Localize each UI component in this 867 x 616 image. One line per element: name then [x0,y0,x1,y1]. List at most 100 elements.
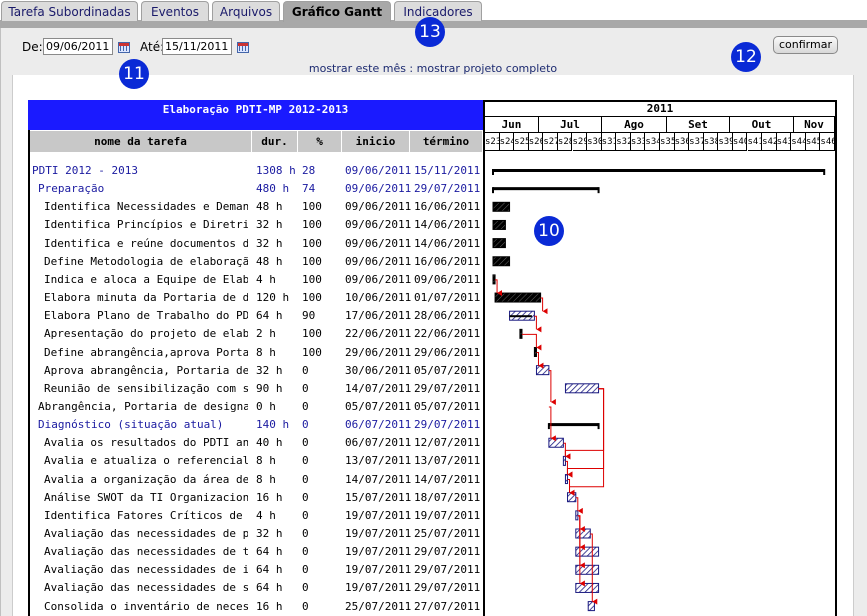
task-bar[interactable] [492,201,511,212]
task-bar[interactable] [587,601,595,612]
week-label: s40 [732,133,748,151]
start-date-input[interactable]: 09/06/2011 [43,38,113,55]
task-end: 13/07/2011 [414,454,481,468]
task-bar[interactable] [494,292,542,303]
task-name[interactable]: Diagnóstico (situação atual) [38,418,224,432]
task-bar[interactable] [519,328,523,339]
task-bar[interactable] [575,564,600,575]
task-end: 25/07/2011 [414,527,481,540]
task-percent: 0 [302,472,309,486]
task-name[interactable]: Elabora minuta da Portaria de de. [44,291,248,305]
task-bar[interactable] [492,274,496,285]
task-name[interactable]: Identifica e reúne documentos de re. [44,236,248,250]
task-start: 29/06/2011 [345,345,411,359]
calendar-icon-start[interactable] [118,42,130,53]
task-duration: 120 h [256,291,290,305]
task-progress [509,315,532,318]
task-name[interactable]: Consolida o inventário de necessi. [44,599,248,613]
week-label: s24 [499,133,515,151]
task-name[interactable]: Avalia a organização da área de TI [44,472,248,486]
task-bar[interactable] [492,238,506,249]
task-bar[interactable] [533,347,537,357]
task-percent: 100 [302,327,322,341]
task-percent: 28 [302,164,316,177]
task-start: 19/07/2011 [345,527,411,540]
task-percent: 100 [302,218,322,232]
summary-bar [548,423,599,427]
task-name[interactable]: Aprova abrangência, Portaria de d. [44,363,248,377]
task-bar[interactable] [548,437,564,448]
task-bar[interactable] [564,383,600,394]
week-label: s37 [689,133,704,151]
task-percent: 74 [302,182,316,196]
task-duration: 1308 h [256,164,296,177]
timeline-year: 2011 [485,100,835,117]
month-label: Out [730,117,794,133]
month-label: Ago [602,117,667,133]
task-start: 14/07/2011 [345,472,411,486]
task-bar[interactable] [575,546,600,557]
tab-grafico-gantt[interactable]: Gráfico Gantt [283,1,391,22]
task-end: 29/07/2011 [414,563,481,577]
task-name[interactable]: Elabora Plano de Trabalho do PDTI. [44,309,248,323]
end-date-input[interactable]: 15/11/2011 [162,38,232,55]
week-label: s44 [791,133,806,151]
tab-tarefa-subordinadas[interactable]: Tarefa Subordinadas [1,1,138,21]
tab-eventos[interactable]: Eventos [141,1,209,21]
task-duration: 2 h [256,327,276,341]
week-label: s45 [805,133,821,151]
task-name[interactable]: PDTI 2012 - 2013 [32,164,138,177]
task-name[interactable]: Identifica Fatores Críticos de Su. [44,508,248,522]
task-name[interactable]: Avaliação das necessidades de inf. [44,563,248,577]
task-name[interactable]: Identifica Necessidades e Demanda. [44,200,248,214]
confirm-button[interactable]: confirmar [773,36,838,54]
task-bar[interactable] [575,510,579,521]
dependency-arrow [577,515,585,587]
task-bar[interactable] [562,455,566,466]
show-full-project-link[interactable]: mostrar projeto completo [416,62,558,75]
task-bar[interactable] [575,582,600,593]
task-name[interactable]: Identifica Princípios e Diretrizes [44,218,248,232]
task-start: 09/06/2011 [345,254,411,268]
task-duration: 16 h [256,490,283,504]
task-bar[interactable] [492,219,506,230]
task-name[interactable]: Avaliação das necessidades de ser. [44,581,248,595]
task-duration: 32 h [256,218,283,232]
task-name[interactable]: Apresentação do projeto de elabor. [44,327,248,341]
show-month-link[interactable]: mostrar este mês [308,62,406,75]
task-name[interactable]: Define abrangência,aprova Portari. [44,345,248,359]
task-bar[interactable] [564,474,569,485]
task-duration: 8 h [256,472,276,486]
task-name[interactable]: Reunião de sensibilização com sec. [44,381,248,395]
task-name[interactable]: Avaliação das necessidades de ter. [44,545,248,559]
calendar-icon-end[interactable] [237,42,249,53]
col-header-start: inicio [342,131,410,152]
month-label: Nov [794,117,835,133]
task-name[interactable]: Preparação [38,182,105,196]
week-label: s35 [660,133,675,151]
tab-indicadores[interactable]: Indicadores [394,1,482,21]
gantt-title: Elaboração PDTI-MP 2012-2013 [28,100,483,130]
task-percent: 0 [302,508,309,522]
task-name[interactable]: Avalia e atualiza o referencial e. [44,454,248,468]
tab-arquivos[interactable]: Arquivos [212,1,280,21]
col-header-percent: % [298,131,342,152]
task-percent: 0 [302,490,309,504]
task-bar[interactable] [535,365,550,376]
task-duration: 4 h [256,508,276,522]
task-name[interactable]: Análise SWOT da TI Organizacional [44,490,248,504]
task-name[interactable]: Define Metodologia de elaboração . [44,254,248,268]
week-label: s25 [514,133,529,151]
task-name[interactable]: Abrangência, Portaria de designaç. [38,399,248,413]
task-duration: 32 h [256,236,283,250]
task-name[interactable]: Avalia os resultados do PDTI ante. [44,436,248,450]
task-percent: 0 [302,581,309,595]
task-bar[interactable] [492,256,511,267]
week-label: s30 [587,133,602,151]
task-name[interactable]: Avaliação das necessidades de pes. [44,527,248,540]
task-name[interactable]: Indica e aloca a Equipe de Elabor. [44,272,248,286]
task-bar[interactable] [575,528,591,539]
task-percent: 100 [302,254,322,268]
week-label: s33 [630,133,646,151]
task-bar[interactable] [567,492,577,503]
